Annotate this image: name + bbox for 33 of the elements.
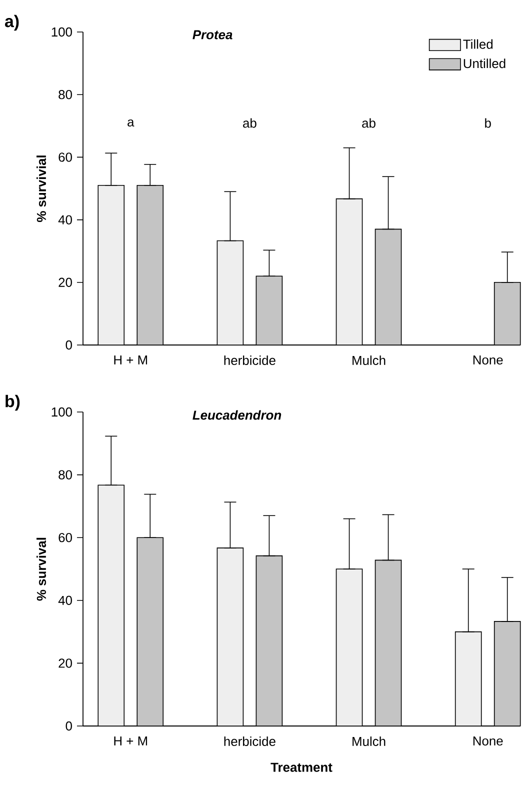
text: a) (4, 14, 19, 31)
x-tick-label: herbicide (224, 736, 276, 746)
legend-label: Tilled (463, 39, 493, 49)
annotation: a (128, 119, 134, 127)
y-tick-label: 100 (52, 27, 72, 37)
x-axis-title: Treatment (270, 762, 332, 772)
x-tick-label: Mulch (352, 736, 386, 746)
x-tick-label: None (473, 356, 503, 365)
y-tick-label: 60 (58, 533, 72, 542)
y-tick-label: 20 (58, 658, 72, 668)
chart-title: Leucadendron (192, 410, 282, 420)
y-tick-label: 40 (58, 596, 72, 605)
x-tick-label: None (473, 736, 503, 746)
x-tick-label: H + M (114, 736, 148, 746)
y-tick-label: 20 (58, 278, 72, 287)
y-tick-label: 100 (52, 407, 72, 417)
y-tick-label: 40 (58, 215, 72, 224)
y-tick-label: 80 (58, 470, 72, 480)
annotation: b (485, 118, 491, 128)
y-tick-label: 0 (66, 721, 72, 731)
y-tick-label: 60 (58, 152, 72, 162)
annotation: ab (362, 118, 376, 128)
chart-title: Protea (192, 30, 232, 40)
annotation: ab (243, 118, 256, 128)
y-tick-label: 80 (58, 90, 72, 100)
x-tick-label: H + M (114, 356, 148, 364)
y-axis-title: % survival (36, 538, 46, 601)
x-tick-label: Mulch (352, 356, 386, 366)
text: b) (6, 394, 20, 411)
legend-label: Untilled (464, 58, 506, 68)
x-tick-label: herbicide (224, 356, 276, 366)
y-axis-title: % survivial (36, 156, 46, 222)
y-tick-label: 0 (66, 340, 72, 350)
